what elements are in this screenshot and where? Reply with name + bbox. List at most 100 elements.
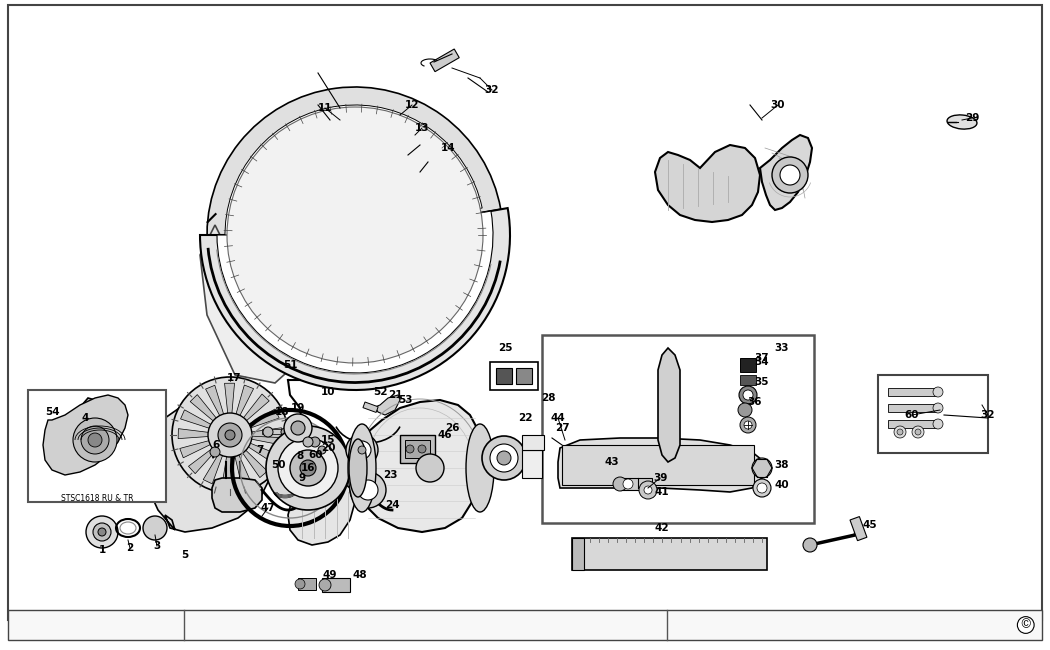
Text: 17: 17 <box>227 373 242 383</box>
Circle shape <box>295 579 304 589</box>
Polygon shape <box>230 435 282 445</box>
Circle shape <box>780 165 800 185</box>
Text: 5: 5 <box>182 550 189 560</box>
Circle shape <box>278 438 338 498</box>
Text: 45: 45 <box>863 520 878 530</box>
Bar <box>400 435 435 463</box>
Ellipse shape <box>947 115 976 129</box>
Circle shape <box>143 516 167 540</box>
Text: 41: 41 <box>655 487 669 497</box>
Bar <box>562 445 754 485</box>
Bar <box>572 538 584 570</box>
Polygon shape <box>375 395 400 415</box>
Bar <box>430 49 459 72</box>
Text: 2: 2 <box>126 543 133 553</box>
Bar <box>8 610 1042 640</box>
Circle shape <box>218 423 242 447</box>
Bar <box>620 478 652 490</box>
Circle shape <box>227 107 483 363</box>
Text: 7: 7 <box>256 445 264 455</box>
Polygon shape <box>522 450 542 478</box>
Text: 13: 13 <box>415 123 429 133</box>
Text: 26: 26 <box>445 423 459 433</box>
Text: 16: 16 <box>300 463 315 473</box>
Text: 47: 47 <box>260 503 275 513</box>
Text: 15: 15 <box>320 435 335 445</box>
Polygon shape <box>178 428 230 439</box>
Bar <box>888 404 938 412</box>
Circle shape <box>915 429 921 435</box>
Text: 32: 32 <box>981 410 995 420</box>
Circle shape <box>933 419 943 429</box>
Polygon shape <box>188 435 230 474</box>
Text: 37: 37 <box>755 353 770 363</box>
Text: 10: 10 <box>320 387 335 397</box>
Circle shape <box>300 460 316 476</box>
Bar <box>542 335 814 523</box>
Polygon shape <box>212 478 262 512</box>
Circle shape <box>490 444 518 472</box>
Text: 33: 33 <box>775 343 790 353</box>
Circle shape <box>933 387 943 397</box>
Wedge shape <box>207 87 501 248</box>
Text: 29: 29 <box>965 113 980 123</box>
Bar <box>740 358 756 372</box>
Polygon shape <box>230 394 269 435</box>
Text: 27: 27 <box>554 423 569 433</box>
Text: 49: 49 <box>322 570 337 580</box>
Polygon shape <box>760 135 812 210</box>
Circle shape <box>284 414 312 442</box>
Polygon shape <box>230 385 254 435</box>
Circle shape <box>310 437 320 447</box>
Circle shape <box>752 458 772 478</box>
Circle shape <box>262 427 273 437</box>
Polygon shape <box>78 398 108 440</box>
Circle shape <box>290 450 326 486</box>
Polygon shape <box>358 400 480 532</box>
Circle shape <box>266 426 350 510</box>
Circle shape <box>86 516 118 548</box>
Text: 40: 40 <box>775 480 790 490</box>
Text: 42: 42 <box>655 523 669 533</box>
Polygon shape <box>180 435 230 458</box>
Text: 60: 60 <box>905 410 919 420</box>
Text: 1: 1 <box>99 545 106 555</box>
Bar <box>740 375 756 385</box>
Polygon shape <box>181 410 230 435</box>
Text: 19: 19 <box>291 403 306 413</box>
Polygon shape <box>200 225 295 383</box>
Text: 52: 52 <box>373 387 387 397</box>
Circle shape <box>358 446 366 454</box>
Bar <box>572 538 766 570</box>
Text: 46: 46 <box>438 430 453 440</box>
Bar <box>322 578 350 592</box>
Wedge shape <box>200 208 510 390</box>
Text: ©: © <box>1020 619 1032 632</box>
Text: 28: 28 <box>541 393 555 403</box>
Bar <box>363 402 378 413</box>
Circle shape <box>933 403 943 413</box>
Polygon shape <box>230 409 279 435</box>
Circle shape <box>81 426 109 454</box>
Circle shape <box>418 445 426 453</box>
Circle shape <box>319 579 331 591</box>
Circle shape <box>350 472 386 508</box>
Text: 39: 39 <box>653 473 667 483</box>
Wedge shape <box>225 105 482 240</box>
Circle shape <box>497 451 511 465</box>
Text: 48: 48 <box>353 570 367 580</box>
Ellipse shape <box>274 486 296 498</box>
Circle shape <box>93 523 111 541</box>
Text: 34: 34 <box>755 357 770 367</box>
Text: 3: 3 <box>153 541 161 551</box>
Text: 36: 36 <box>748 397 762 407</box>
Polygon shape <box>288 478 355 545</box>
Circle shape <box>98 528 106 536</box>
Polygon shape <box>145 396 268 532</box>
Bar <box>490 362 538 390</box>
Circle shape <box>894 426 906 438</box>
Circle shape <box>639 481 657 499</box>
Ellipse shape <box>349 439 368 497</box>
Text: 20: 20 <box>320 443 335 453</box>
Circle shape <box>303 437 313 447</box>
